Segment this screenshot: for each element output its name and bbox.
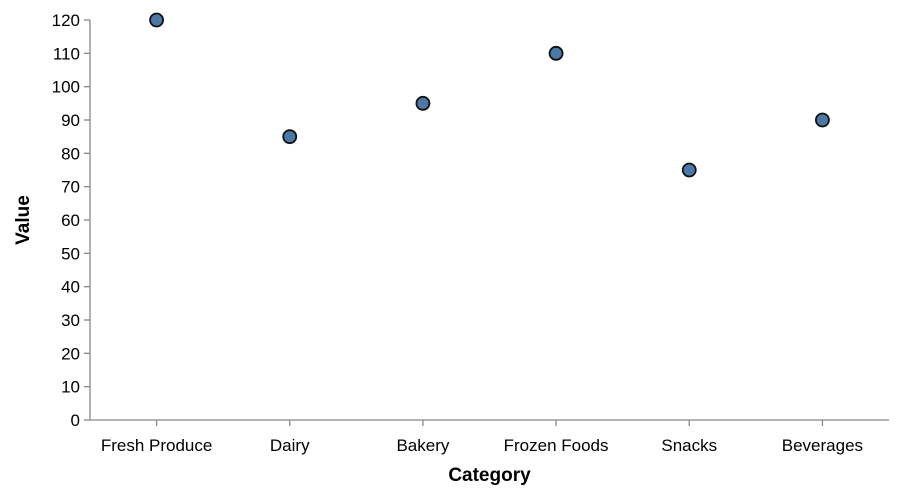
y-tick-label: 70 [61, 178, 80, 197]
data-point [415, 95, 431, 111]
data-point [548, 45, 564, 61]
y-tick-label: 20 [61, 344, 80, 363]
y-tick-label: 120 [52, 11, 80, 30]
y-tick-label: 30 [61, 311, 80, 330]
y-axis-title: Value [13, 195, 34, 245]
y-tick-label: 100 [52, 78, 80, 97]
y-tick-label: 110 [53, 44, 80, 63]
x-tick-label: Bakery [396, 436, 449, 455]
x-tick-label: Frozen Foods [504, 436, 609, 455]
y-tick-label: 10 [61, 378, 80, 397]
x-tick-label: Beverages [782, 436, 863, 455]
data-point [282, 129, 298, 145]
x-tick-label: Dairy [270, 436, 310, 455]
data-points [149, 12, 830, 178]
data-point [815, 112, 830, 128]
data-point [149, 12, 164, 28]
y-tick-label: 40 [61, 278, 80, 297]
y-axis: 0 10 20 30 40 50 60 70 80 90 100 110 120 [52, 11, 91, 430]
x-tick-label: Fresh Produce [101, 436, 213, 455]
x-tick-label: Snacks [661, 436, 717, 455]
y-tick-label: 90 [61, 111, 80, 130]
x-axis: Fresh Produce Dairy Bakery Frozen Foods Snac… [90, 419, 889, 455]
y-tick-label: 0 [71, 411, 80, 430]
y-tick-label: 80 [61, 144, 80, 163]
x-axis-title: Category [448, 465, 531, 486]
y-tick-label: 50 [61, 244, 80, 263]
y-tick-label: 60 [61, 211, 80, 230]
data-point [681, 162, 697, 178]
